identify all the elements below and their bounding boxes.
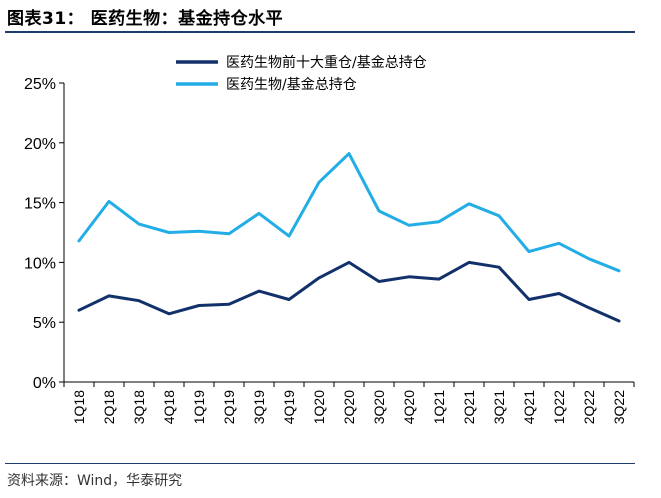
y-tick-label: 5% (33, 315, 56, 332)
series-line-1 (77, 260, 621, 323)
figure-title: 图表31： 医药生物：基金持仓水平 (7, 9, 284, 29)
data-point (317, 181, 321, 184)
data-point (587, 306, 591, 309)
data-point (167, 231, 171, 234)
y-axis-ticks: 0% 5% 10% 15% 20% 25% (24, 76, 64, 392)
data-point (197, 230, 201, 233)
data-point (587, 257, 591, 260)
x-axis-ticks: 1Q18 2Q18 3Q18 4Q18 1Q19 2Q19 3Q19 4Q19 1Q20 2Q20… (63, 382, 635, 424)
x-tick-label: 1Q20 (311, 390, 327, 424)
y-tick-label: 15% (24, 196, 56, 213)
data-point (137, 222, 141, 226)
data-point (437, 277, 441, 281)
data-point (107, 200, 111, 203)
data-point (137, 299, 141, 302)
y-tick-label: 20% (24, 136, 56, 153)
x-tick-label: 3Q21 (491, 390, 507, 424)
series-line-2 (77, 152, 621, 273)
data-point (167, 312, 171, 315)
x-tick-label: 4Q18 (161, 390, 177, 424)
x-tick-label: 3Q18 (131, 390, 147, 424)
data-point (617, 319, 621, 323)
source-note: 资料来源：Wind，华泰研究 (7, 473, 183, 489)
data-point (347, 261, 351, 264)
data-point (107, 294, 111, 298)
x-tick-label: 1Q19 (191, 390, 207, 424)
data-point (557, 242, 561, 245)
x-tick-label: 3Q20 (371, 390, 387, 424)
data-point (617, 269, 621, 272)
data-point (377, 209, 381, 213)
x-tick-label: 2Q20 (341, 390, 357, 424)
data-point (227, 303, 231, 306)
data-point (317, 276, 321, 280)
data-point (377, 280, 381, 283)
x-tick-label: 3Q19 (251, 390, 267, 424)
data-point (437, 220, 441, 223)
x-tick-label: 2Q19 (221, 390, 237, 424)
x-tick-label: 1Q22 (551, 390, 567, 424)
x-tick-label: 4Q19 (281, 390, 297, 424)
legend-label: 医药生物/基金总持仓 (226, 76, 357, 93)
data-point (287, 234, 291, 238)
data-point (467, 261, 471, 264)
x-tick-label: 1Q21 (431, 390, 447, 424)
data-point (287, 298, 291, 301)
data-point (197, 304, 201, 307)
x-tick-label: 1Q18 (71, 390, 87, 424)
data-point (407, 275, 411, 278)
data-point (527, 250, 531, 253)
x-tick-label: 4Q20 (401, 390, 417, 424)
x-tick-label: 4Q21 (521, 390, 537, 424)
footer-rule (5, 463, 635, 464)
data-point (257, 212, 261, 215)
y-tick-label: 10% (24, 255, 56, 272)
data-point (227, 232, 231, 235)
data-point (407, 224, 411, 227)
data-point (77, 309, 81, 312)
data-point (497, 266, 501, 269)
data-point (557, 292, 561, 295)
data-point (467, 202, 471, 205)
data-point (77, 239, 81, 243)
x-tick-label: 2Q22 (581, 390, 597, 424)
x-tick-label: 2Q18 (101, 390, 117, 424)
data-point (497, 214, 501, 217)
series-lines (77, 152, 621, 323)
x-tick-label: 2Q21 (461, 390, 477, 424)
y-tick-label: 0% (33, 375, 56, 392)
data-point (527, 298, 531, 301)
data-point (257, 289, 261, 293)
title-rule (5, 31, 635, 33)
data-point (347, 152, 351, 155)
x-tick-label: 3Q22 (611, 390, 627, 424)
legend-label: 医药生物前十大重仓/基金总持仓 (226, 54, 427, 71)
y-tick-label: 25% (24, 76, 56, 93)
axes (63, 83, 634, 383)
